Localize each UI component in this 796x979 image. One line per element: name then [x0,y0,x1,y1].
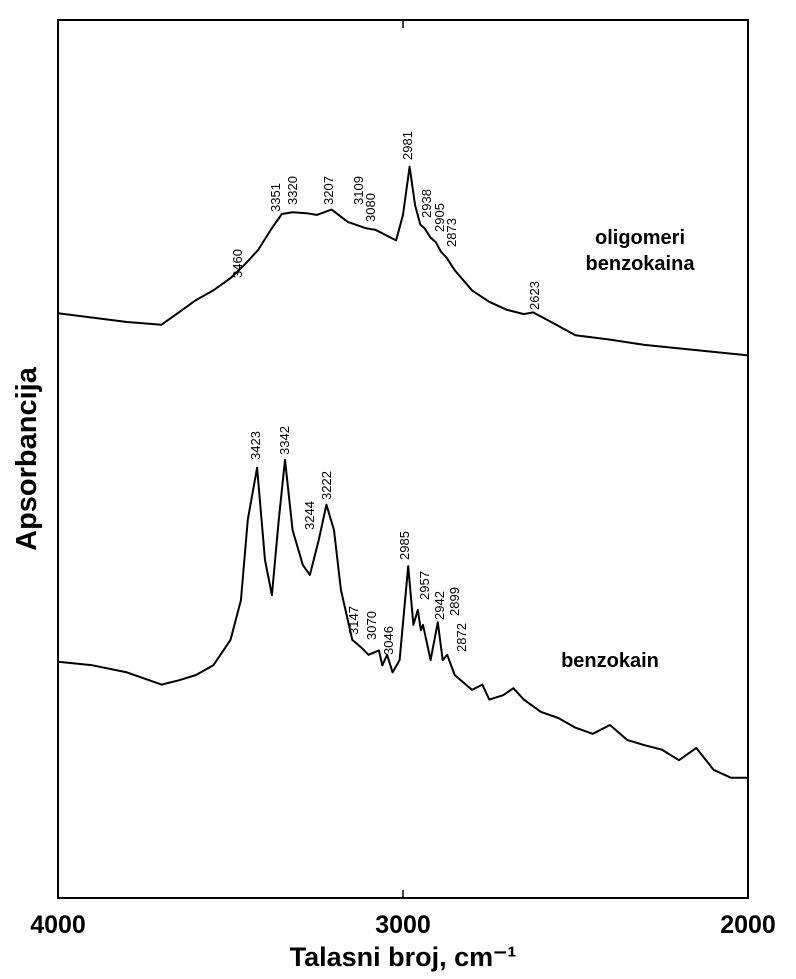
spectrum-line [57,165,749,357]
peak-label: 3351 [268,183,283,212]
peak-label: 3222 [319,471,334,500]
peak-label: 2905 [432,203,447,232]
peak-label: 3342 [277,426,292,455]
peak-label: 3109 [351,176,366,205]
peak-label: 3070 [364,611,379,640]
series-label: oligomeri benzokaina [585,227,695,275]
peak-label: 3423 [248,431,263,460]
peak-label: 2985 [397,531,412,560]
x-tick-label: 2000 [720,911,776,939]
peak-label: 2942 [432,591,447,620]
y-axis-label: Apsorbancija [11,366,43,551]
peak-label: 2957 [417,571,432,600]
peak-label: 3147 [346,606,361,635]
peak-label: 3460 [230,249,245,278]
peak-label: 2981 [400,131,415,160]
peak-label: 2899 [447,587,462,616]
x-axis-label: Talasni broj, cm⁻¹ [290,942,517,972]
peak-label: 2623 [527,281,542,310]
peak-label: 2872 [454,623,469,652]
peak-label: 3080 [363,193,378,222]
peak-label: 2938 [419,189,434,218]
peak-label: 3207 [321,176,336,205]
series-label: benzokain [561,650,659,672]
peak-label: 2873 [444,218,459,247]
x-tick-label: 4000 [30,911,86,939]
peak-label: 3046 [381,626,396,655]
peak-label: 3244 [302,501,317,530]
peak-label: 3320 [285,176,300,205]
x-tick-label: 3000 [375,911,431,939]
spectrum-line [57,458,748,779]
